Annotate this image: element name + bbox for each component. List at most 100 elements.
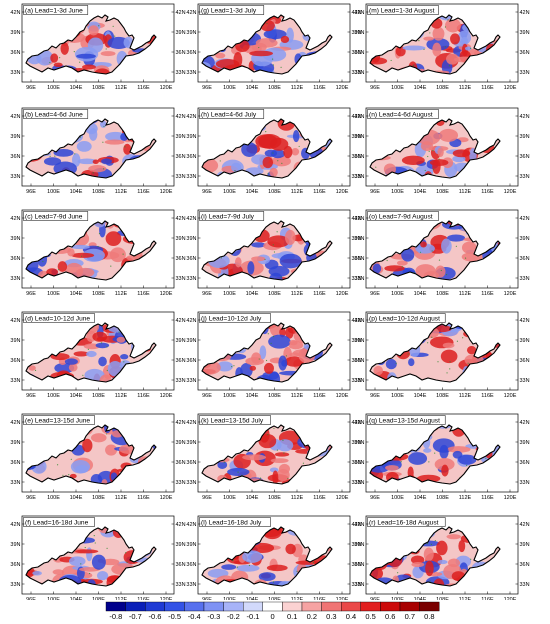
lat-tick-label: 42N bbox=[176, 114, 186, 120]
lon-tick-label: 104E bbox=[70, 393, 83, 399]
lon-tick-label: 100E bbox=[223, 85, 236, 91]
lat-tick-label: 42N bbox=[520, 420, 530, 426]
lon-tick-label: 116E bbox=[313, 189, 326, 195]
lon-tick-label: 104E bbox=[70, 189, 83, 195]
lat-tick-label: 36N bbox=[10, 50, 20, 56]
lat-tick-label: 39N bbox=[186, 236, 196, 242]
lat-tick-label: 42N bbox=[176, 216, 186, 222]
panel-label: (c) Lead=7-9d June bbox=[23, 211, 89, 221]
colorbar-swatch bbox=[125, 601, 146, 612]
lat-tick-label: 39N bbox=[354, 134, 364, 140]
panel-label: (q) Lead=13-15d August bbox=[367, 415, 446, 425]
lon-tick-label: 112E bbox=[291, 597, 304, 600]
lat-tick-label: 42N bbox=[10, 318, 20, 324]
colorbar-swatch bbox=[262, 601, 283, 612]
lon-tick-label: 108E bbox=[92, 495, 105, 501]
lon-tick-label: 116E bbox=[137, 393, 150, 399]
lat-tick-label: 36N bbox=[352, 50, 362, 56]
lon-tick-label: 108E bbox=[436, 495, 449, 501]
lon-tick-label: 104E bbox=[246, 189, 259, 195]
lat-tick-label: 42N bbox=[186, 420, 196, 426]
panel-e: (e) Lead=13-15d June 42N 42N 39N 39N 36N 36N 33… bbox=[10, 413, 186, 501]
lon-tick-label: 96E bbox=[370, 189, 380, 195]
lat-tick-label: 33N bbox=[354, 480, 364, 486]
lat-tick-label: 33N bbox=[354, 276, 364, 282]
lon-tick-label: 116E bbox=[481, 291, 494, 297]
colorbar-label: -0.4 bbox=[188, 612, 201, 621]
lat-tick-label: 42N bbox=[186, 318, 196, 324]
lon-tick-label: 104E bbox=[70, 291, 83, 297]
lat-tick-label: 39N bbox=[10, 30, 20, 36]
lat-tick-label: 33N bbox=[176, 70, 186, 76]
colorbar-label: -0.3 bbox=[207, 612, 220, 621]
lat-tick-label: 33N bbox=[352, 480, 362, 486]
lon-tick-label: 116E bbox=[137, 495, 150, 501]
lon-tick-label: 96E bbox=[202, 189, 212, 195]
colorbar-swatch bbox=[223, 601, 244, 612]
lat-tick-label: 39N bbox=[352, 236, 362, 242]
colorbar-label: 0.5 bbox=[365, 612, 375, 621]
lat-tick-label: 42N bbox=[10, 420, 20, 426]
lon-tick-label: 104E bbox=[414, 291, 427, 297]
lon-tick-label: 96E bbox=[370, 85, 380, 91]
panel-h: (h) Lead=4-6d July 42N 42N 39N 39N 36N 36N 33N 3… bbox=[186, 107, 362, 195]
lon-tick-label: 120E bbox=[160, 189, 173, 195]
lon-tick-label: 104E bbox=[246, 85, 259, 91]
lon-tick-label: 116E bbox=[481, 597, 494, 600]
lon-tick-label: 120E bbox=[336, 495, 349, 501]
lat-tick-label: 42N bbox=[10, 114, 20, 120]
colorbar-swatch bbox=[419, 601, 440, 612]
colorbar-swatch bbox=[282, 601, 303, 612]
lat-tick-label: 39N bbox=[520, 338, 530, 344]
lat-tick-label: 39N bbox=[520, 542, 530, 548]
lat-tick-label: 42N bbox=[186, 10, 196, 16]
lat-tick-label: 42N bbox=[10, 10, 20, 16]
lon-tick-label: 100E bbox=[47, 189, 60, 195]
panel-g: (g) Lead=1-3d July 42N 42N 39N 39N 36N 36N 33N 3… bbox=[186, 3, 362, 91]
lat-tick-label: 39N bbox=[10, 440, 20, 446]
lon-tick-label: 116E bbox=[137, 597, 150, 600]
colorbar-label: 0.3 bbox=[326, 612, 336, 621]
lon-tick-label: 96E bbox=[26, 189, 36, 195]
lat-tick-label: 39N bbox=[186, 542, 196, 548]
lon-tick-label: 112E bbox=[459, 291, 472, 297]
lon-tick-label: 120E bbox=[336, 85, 349, 91]
lat-tick-label: 33N bbox=[10, 378, 20, 384]
lon-tick-label: 96E bbox=[202, 85, 212, 91]
lat-tick-label: 42N bbox=[354, 318, 364, 324]
lat-tick-label: 42N bbox=[520, 522, 530, 528]
lat-tick-label: 42N bbox=[352, 10, 362, 16]
lon-tick-label: 116E bbox=[313, 85, 326, 91]
colorbar-label: 0.7 bbox=[405, 612, 415, 621]
lat-tick-label: 39N bbox=[176, 440, 186, 446]
panel-label: (e) Lead=13-15d June bbox=[23, 415, 95, 425]
lat-tick-label: 36N bbox=[186, 460, 196, 466]
lat-tick-label: 36N bbox=[354, 154, 364, 160]
basin-outline bbox=[369, 322, 501, 383]
lat-tick-label: 36N bbox=[10, 460, 20, 466]
lon-tick-label: 108E bbox=[92, 291, 105, 297]
colorbar-label: -0.1 bbox=[247, 612, 260, 621]
lat-tick-label: 33N bbox=[186, 70, 196, 76]
lat-tick-label: 42N bbox=[186, 114, 196, 120]
panel-k: (k) Lead=13-15d July 42N 42N 39N 39N 36N 36N 33… bbox=[186, 413, 362, 501]
lon-tick-label: 100E bbox=[223, 189, 236, 195]
colorbar-swatch bbox=[242, 601, 263, 612]
panel-label-text: (o) Lead=7-9d August bbox=[369, 213, 433, 220]
lon-tick-label: 120E bbox=[336, 189, 349, 195]
lon-tick-label: 104E bbox=[414, 495, 427, 501]
panel-label-text: (e) Lead=13-15d June bbox=[25, 417, 90, 424]
panel-b: (b) Lead=4-6d June 42N 42N 39N 39N 36N 36N 33N 3… bbox=[10, 107, 186, 195]
panel-label-text: (a) Lead=1-3d June bbox=[25, 7, 83, 14]
lon-tick-label: 100E bbox=[391, 597, 404, 600]
lon-tick-label: 100E bbox=[47, 597, 60, 600]
lon-tick-label: 100E bbox=[47, 495, 60, 501]
lat-tick-label: 36N bbox=[520, 50, 530, 56]
lon-tick-label: 108E bbox=[436, 597, 449, 600]
lat-tick-label: 33N bbox=[186, 174, 196, 180]
colorbar-label: 0.1 bbox=[287, 612, 297, 621]
lon-tick-label: 108E bbox=[268, 189, 281, 195]
lat-tick-label: 36N bbox=[352, 154, 362, 160]
lon-tick-label: 112E bbox=[291, 291, 304, 297]
lon-tick-label: 112E bbox=[115, 85, 128, 91]
